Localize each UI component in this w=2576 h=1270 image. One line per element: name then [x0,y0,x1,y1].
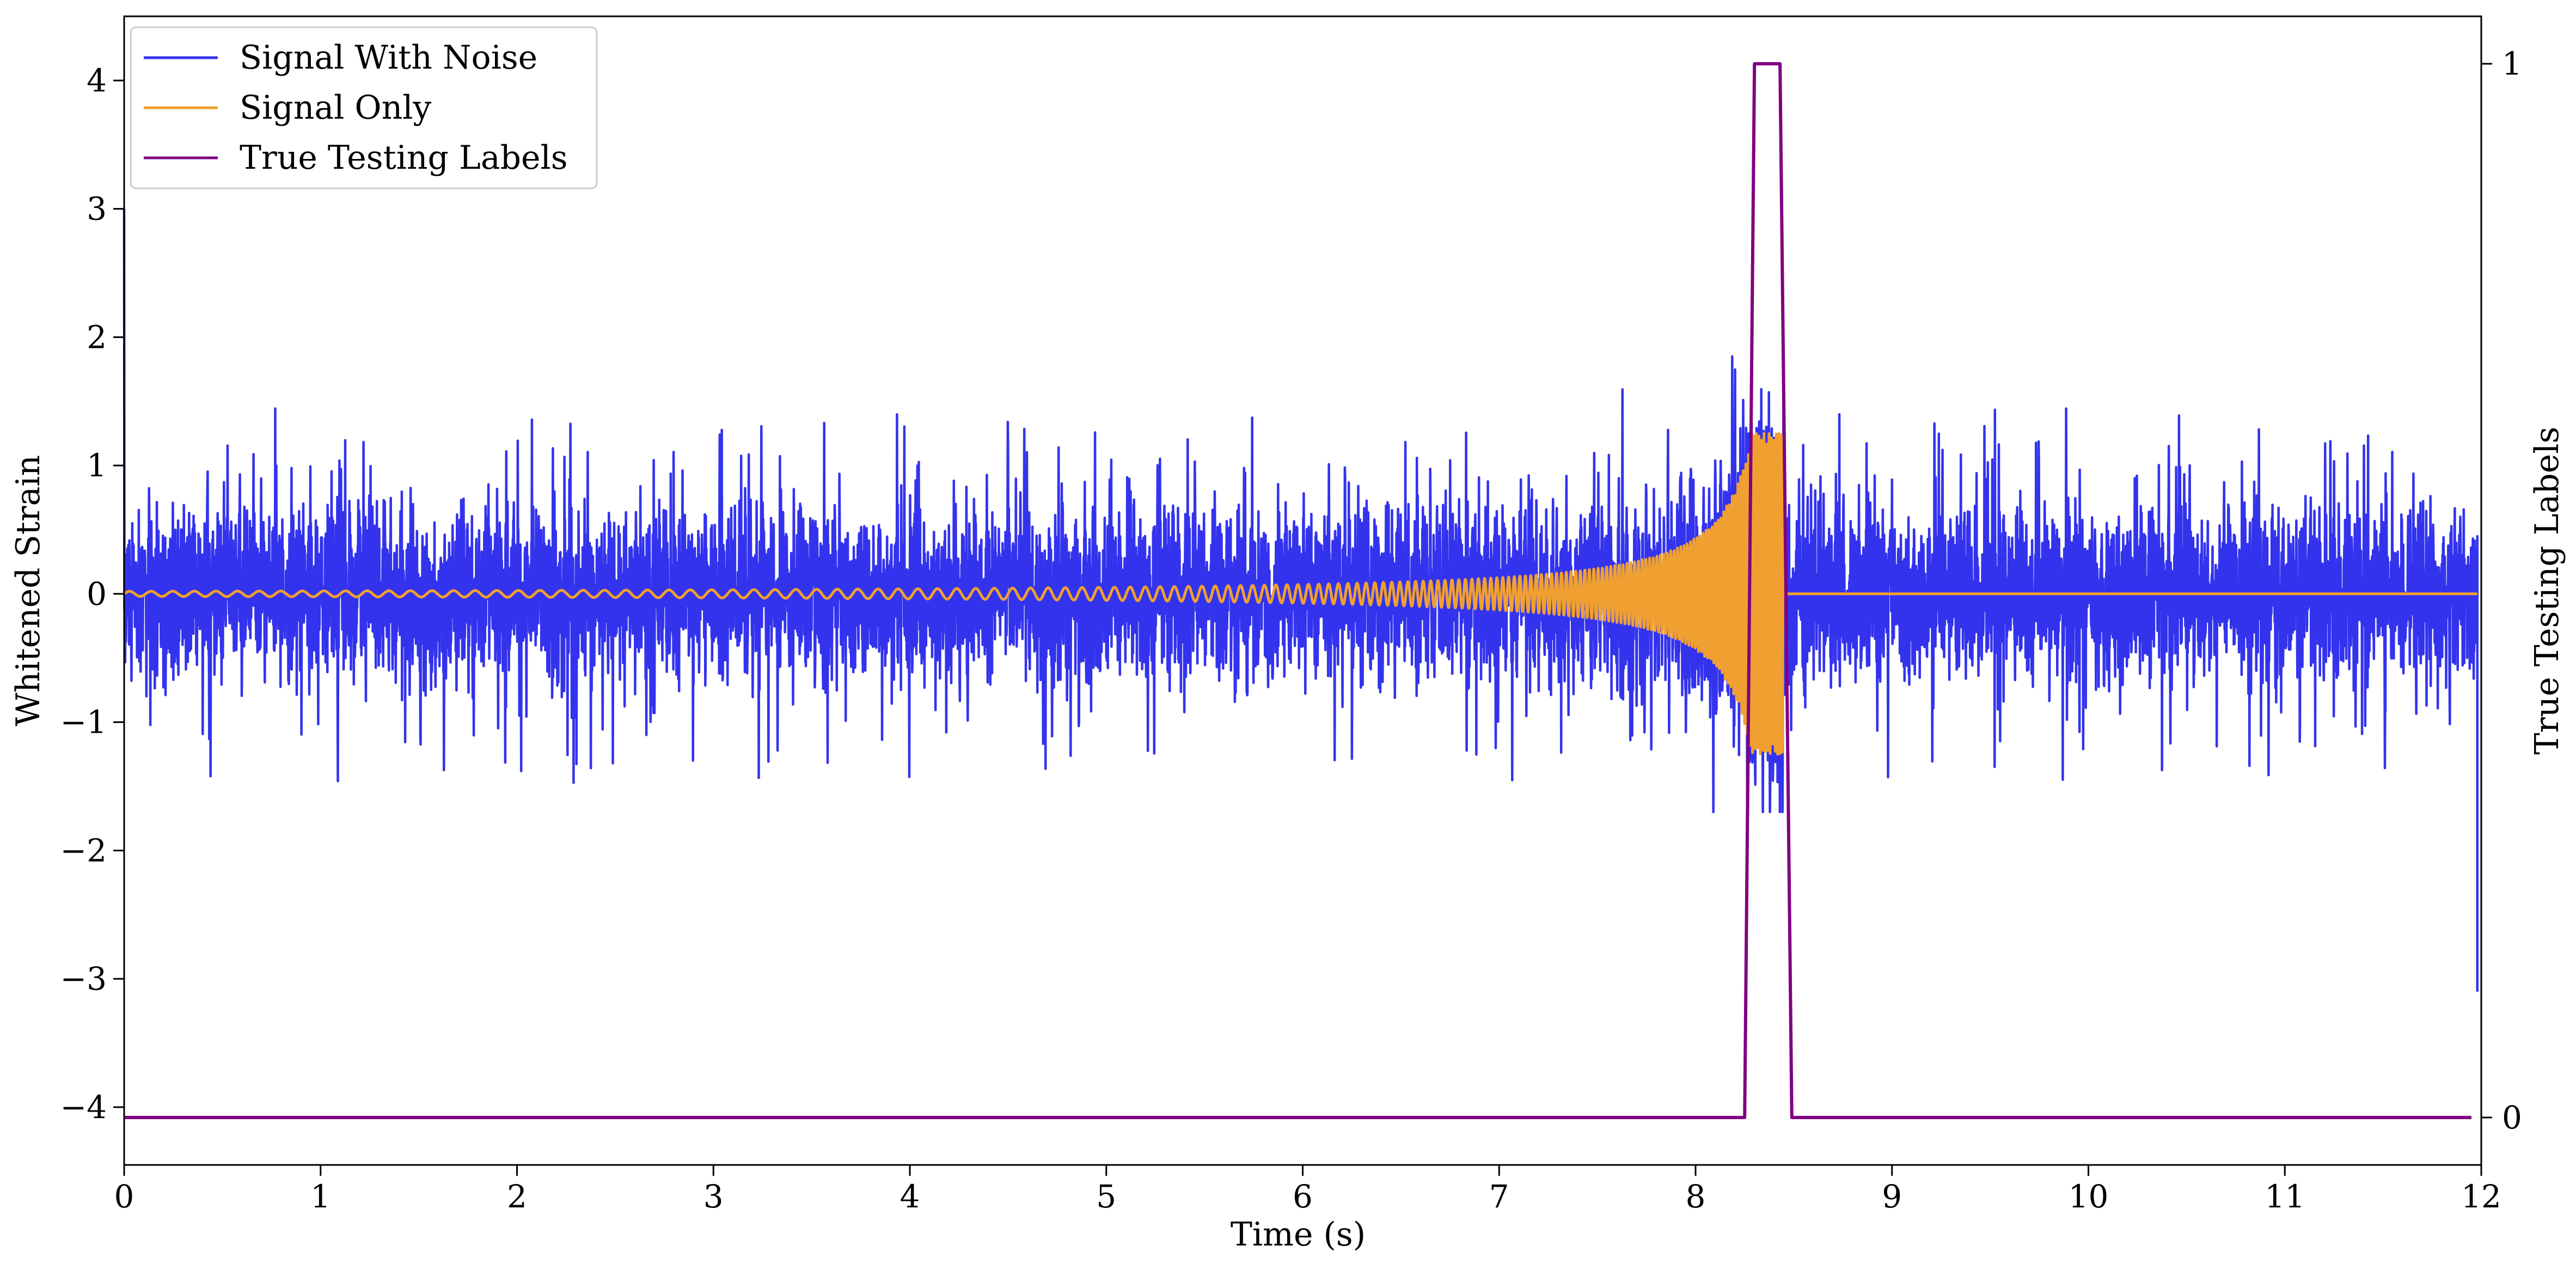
series-signal-with-noise-line [123,208,2479,992]
x-tick-label: 10 [2069,1178,2109,1215]
y-tick-label: 0 [87,575,107,612]
x-tick-label: 0 [114,1178,134,1215]
y2-axis-label: True Testing Labels [2528,427,2566,755]
x-tick-label: 1 [310,1178,331,1215]
x-tick-label: 12 [2461,1178,2501,1215]
y-tick-label: −3 [60,960,107,997]
y-tick-label: 1 [87,447,107,484]
y2-tick-label: 1 [2502,45,2522,82]
y2-tick-label: 0 [2502,1099,2522,1136]
legend-label: True Testing Labels [240,139,568,177]
series-true-testing-labels-line [124,62,2471,1119]
series-signal-only-line [123,432,2479,756]
legend-label: Signal Only [240,89,431,127]
y-tick-label: −2 [60,832,107,869]
x-tick-label: 2 [507,1178,527,1215]
y-tick-label: −4 [60,1089,107,1126]
plot-area [123,62,2479,1119]
x-tick-label: 9 [1882,1178,1902,1215]
y-tick-label: 4 [87,62,107,99]
x-tick-label: 3 [703,1178,724,1215]
legend: Signal With Noise Signal Only True Testing… [130,26,598,189]
y-axis-label: Whitened Strain [9,455,47,726]
x-tick-label: 4 [900,1178,920,1215]
x-tick-label: 5 [1096,1178,1116,1215]
x-tick-label: 7 [1489,1178,1509,1215]
y-tick-label: −1 [60,704,107,741]
x-tick-label: 11 [2265,1178,2305,1215]
legend-box [130,26,598,189]
x-axis-label: Time (s) [1231,1216,1366,1254]
y-tick-label: 3 [87,191,107,228]
y-tick-label: 2 [87,318,107,355]
x-tick-label: 8 [1686,1178,1706,1215]
x-tick-label: 6 [1293,1178,1313,1215]
legend-label: Signal With Noise [240,39,537,77]
